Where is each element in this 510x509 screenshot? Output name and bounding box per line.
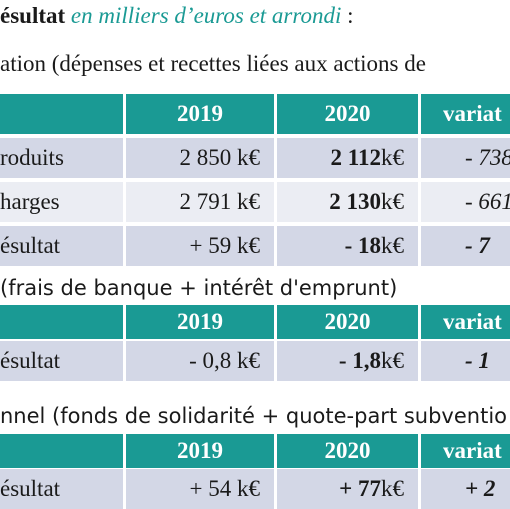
header-2020: 2020 [277, 434, 418, 468]
row-label: ésultat [0, 469, 123, 509]
title-colon: : [341, 3, 354, 28]
row-label: ésultat [0, 341, 123, 381]
value-2020: 2 112 k€ [277, 138, 418, 178]
value-2020-unit: k€ [381, 233, 404, 258]
value-variation: + 2 [421, 469, 510, 509]
header-variation: variat [421, 434, 510, 468]
value-2020-unit: k€ [381, 189, 404, 214]
value-2019: + 59 k€ [126, 226, 274, 266]
section1-header-row: 2019 2020 variat [0, 94, 510, 134]
header-2019: 2019 [126, 94, 274, 134]
table-row: harges 2 791 k€ 2 130 k€ - 661 [0, 182, 510, 222]
header-variation: variat [421, 305, 510, 339]
value-2019: 2 850 k€ [126, 138, 274, 178]
header-2020: 2020 [277, 94, 418, 134]
title-subtitle: en milliers d’euros et arrondi [70, 3, 342, 28]
value-2020-unit: k€ [381, 348, 404, 373]
header-empty-cell [0, 305, 123, 339]
section2-header-row: 2019 2020 variat [0, 305, 510, 339]
header-2020: 2020 [277, 305, 418, 339]
title-heading: ésultat [0, 3, 66, 28]
table-row: ésultat - 0,8 k€ - 1,8 k€ - 1 [0, 341, 510, 381]
row-label: ésultat [0, 226, 123, 266]
value-2020: - 18 k€ [277, 226, 418, 266]
value-2020-number: + 77 [339, 476, 381, 501]
row-label: roduits [0, 138, 123, 178]
header-empty-cell [0, 434, 123, 468]
value-2019: 2 791 k€ [126, 182, 274, 222]
value-2020-number: - 1,8 [338, 348, 381, 373]
section1-caption: ation (dépenses et recettes liées aux ac… [0, 51, 426, 76]
section3-header-row: 2019 2020 variat [0, 434, 510, 468]
value-2019: + 54 k€ [126, 469, 274, 509]
section2-caption: (frais de banque + intérêt d'emprunt) [0, 276, 398, 300]
section3-caption: nnel (fonds de solidarité + quote-part s… [0, 404, 508, 428]
section-title: ésultat en milliers d’euros et arrondi : [0, 2, 354, 30]
value-2019: - 0,8 k€ [126, 341, 274, 381]
header-2019: 2019 [126, 434, 274, 468]
value-2020-number: 2 130 [329, 189, 381, 214]
value-variation: - 7 [421, 226, 510, 266]
value-variation: - 1 [421, 341, 510, 381]
value-2020-unit: k€ [381, 145, 404, 170]
header-variation: variat [421, 94, 510, 134]
table-row: ésultat + 59 k€ - 18 k€ - 7 [0, 226, 510, 266]
value-2020: + 77 k€ [277, 469, 418, 509]
header-empty-cell [0, 94, 123, 134]
table-row: roduits 2 850 k€ 2 112 k€ - 738 [0, 138, 510, 178]
value-2020-number: 2 112 [330, 145, 381, 170]
value-variation: - 738 [421, 138, 510, 178]
value-2020: 2 130 k€ [277, 182, 418, 222]
header-2019: 2019 [126, 305, 274, 339]
row-label: harges [0, 182, 123, 222]
table-row: ésultat + 54 k€ + 77 k€ + 2 [0, 469, 510, 509]
value-variation: - 661 [421, 182, 510, 222]
value-2020-number: - 18 [344, 233, 381, 258]
value-2020-unit: k€ [381, 476, 404, 501]
value-2020: - 1,8 k€ [277, 341, 418, 381]
